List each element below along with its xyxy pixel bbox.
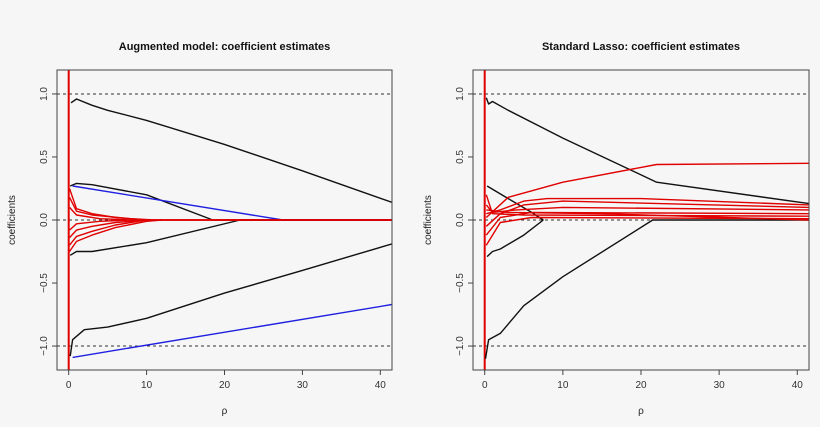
series-line: [69, 219, 132, 231]
series-line: [485, 200, 809, 227]
x-tick-label: 20: [635, 380, 647, 391]
series-line: [69, 219, 392, 256]
x-tick-label: 10: [141, 380, 153, 391]
series-line: [68, 219, 147, 246]
y-tick-label: −0.5: [455, 273, 466, 293]
series-line: [485, 162, 809, 219]
y-tick-label: 0.0: [455, 213, 466, 227]
series-group: [67, 70, 392, 370]
plot-panel-0: Augmented model: coefficient estimates ρ c…: [7, 41, 393, 417]
series-line: [485, 216, 809, 246]
x-tick-label: 40: [375, 380, 387, 391]
x-tick-label: 0: [482, 380, 488, 391]
y-axis-label: coefficients: [423, 195, 434, 245]
y-tick-label: −0.5: [39, 273, 50, 293]
x-axis-label: ρ: [222, 406, 228, 417]
x-tick-label: 20: [219, 380, 231, 391]
plot-panel-1: Standard Lasso: coefficient estimates ρ co…: [423, 41, 810, 417]
series-line: [69, 182, 392, 221]
x-tick-label: 30: [714, 380, 726, 391]
series-group: [483, 70, 809, 370]
chart-title: Standard Lasso: coefficient estimates: [542, 41, 740, 53]
series-line: [72, 185, 392, 221]
y-tick-label: 0.0: [39, 213, 50, 227]
x-axis-label: ρ: [638, 406, 644, 417]
x-tick-label: 10: [557, 380, 569, 391]
y-tick-label: 0.5: [455, 150, 466, 164]
series-line: [68, 219, 147, 239]
y-tick-label: 1.0: [39, 87, 50, 101]
series-line: [68, 206, 392, 221]
x-tick-label: 0: [66, 380, 72, 391]
series-line: [72, 303, 392, 359]
series-line: [68, 219, 163, 252]
series-line: [485, 97, 809, 205]
series-line: [484, 219, 809, 359]
y-tick-label: −1.0: [39, 336, 50, 356]
y-tick-label: −1.0: [455, 336, 466, 356]
series-line: [486, 185, 544, 221]
series-line: [70, 98, 392, 204]
series-line: [486, 219, 544, 258]
y-tick-label: 0.5: [39, 150, 50, 164]
y-axis-label: coefficients: [7, 195, 18, 245]
series-line: [68, 196, 392, 221]
x-tick-label: 40: [792, 380, 804, 391]
chart-title: Augmented model: coefficient estimates: [119, 41, 331, 53]
x-tick-label: 30: [297, 380, 309, 391]
series-line: [486, 209, 809, 221]
y-tick-label: 1.0: [455, 87, 466, 101]
series-line: [69, 243, 392, 357]
